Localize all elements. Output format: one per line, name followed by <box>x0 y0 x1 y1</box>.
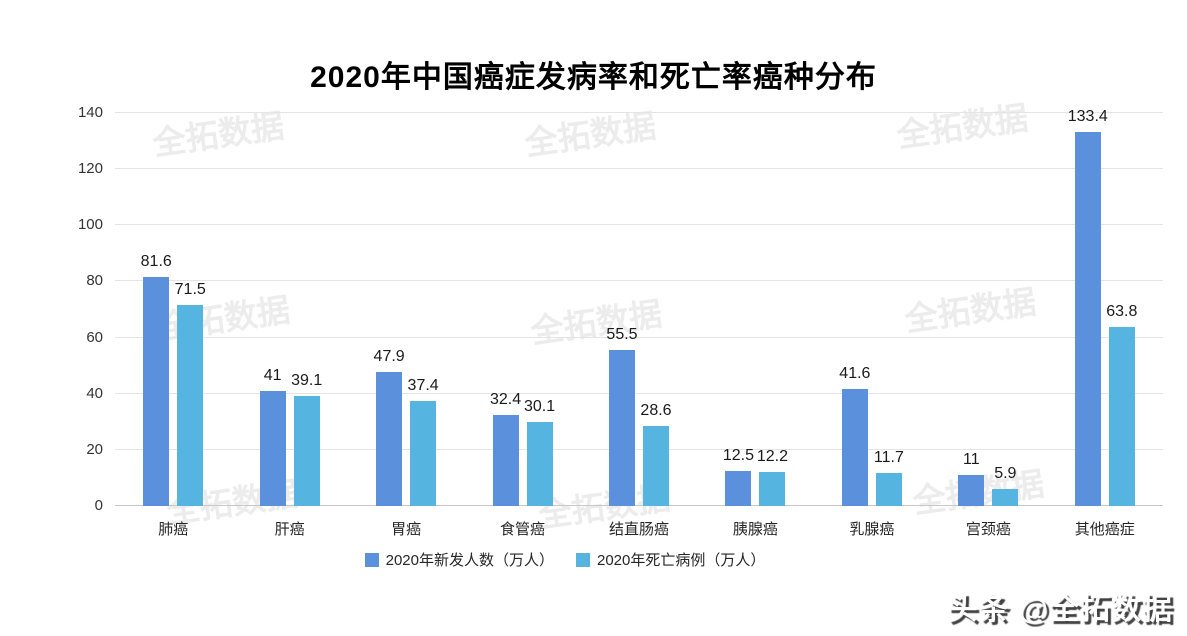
gridline <box>115 112 1163 113</box>
y-tick-label: 100 <box>77 216 103 234</box>
category-label: 食管癌 <box>500 521 546 538</box>
legend-swatch-new-cases <box>364 552 379 567</box>
bar-deaths <box>643 425 669 506</box>
bar-new-cases <box>1074 131 1101 506</box>
legend-swatch-deaths <box>576 552 590 567</box>
gridline <box>115 336 1163 338</box>
bar-new-cases <box>259 390 286 506</box>
legend: 2020年新发人数（万人） 2020年死亡病例（万人） <box>0 549 1130 570</box>
bar-deaths <box>177 305 204 506</box>
bar-new-cases <box>609 350 635 506</box>
bar-deaths <box>875 473 902 506</box>
category-label: 宫颈癌 <box>965 521 1011 538</box>
y-tick-label: 0 <box>94 497 103 514</box>
category-label: 胰腺癌 <box>732 521 778 538</box>
bar-new-cases <box>143 276 170 506</box>
bar-value-label: 41 <box>263 366 282 384</box>
bar-new-cases <box>958 475 985 506</box>
gridline <box>115 224 1163 226</box>
bar-deaths <box>526 421 553 506</box>
y-tick-label: 60 <box>86 328 103 346</box>
legend-label-deaths: 2020年死亡病例（万人） <box>597 552 766 569</box>
category-label: 结直肠癌 <box>608 521 670 538</box>
bar-value-label: 39.1 <box>291 372 323 390</box>
bar-new-cases <box>376 371 403 506</box>
bar-value-label: 11 <box>963 451 980 469</box>
bar-value-label: 55.5 <box>606 326 638 344</box>
chart-title: 2020年中国癌症发病率和死亡率癌种分布 <box>310 61 877 94</box>
y-tick-label: 140 <box>77 104 103 121</box>
bar-new-cases <box>725 470 752 506</box>
bar-deaths <box>1108 326 1135 506</box>
bar-deaths <box>410 401 437 506</box>
bar-new-cases <box>492 415 519 506</box>
bar-value-label: 47.9 <box>373 347 405 365</box>
bar-value-label: 12.2 <box>756 447 789 465</box>
y-tick-label: 120 <box>77 160 103 178</box>
bar-value-label: 63.8 <box>1106 302 1138 320</box>
bar-value-label: 12.5 <box>722 446 755 464</box>
gridline <box>115 280 1163 282</box>
gridline <box>115 448 1163 450</box>
legend-label-new-cases: 2020年新发人数（万人） <box>385 552 554 569</box>
y-tick-label: 80 <box>86 272 103 290</box>
gridline <box>115 168 1163 170</box>
y-axis: 0 20 40 60 80 100 120 140 <box>55 104 103 514</box>
category-label: 胃癌 <box>391 521 422 538</box>
category-label: 肝癌 <box>274 521 305 538</box>
gridline <box>115 505 1163 506</box>
bar-value-label: 11.7 <box>873 449 904 467</box>
category-label: 肺癌 <box>158 521 189 538</box>
plot-area: 81.6 71.5 肺癌 41 39.1 肝癌 47.9 37.4 胃癌 32.4 30.1 食管癌 5… <box>115 108 1163 538</box>
bar-value-label: 81.6 <box>140 252 172 270</box>
category-label: 其他癌症 <box>1074 521 1135 538</box>
bar-value-label: 71.5 <box>174 281 206 299</box>
bar-deaths <box>293 396 320 506</box>
category-label: 乳腺癌 <box>849 521 895 538</box>
bar-deaths <box>992 489 1019 506</box>
bar-value-label: 30.1 <box>523 397 556 415</box>
bar-value-label: 133.4 <box>1067 107 1108 125</box>
y-tick-label: 20 <box>86 440 103 458</box>
gridline <box>115 392 1163 394</box>
bar-new-cases <box>841 389 868 506</box>
bar-value-label: 41.6 <box>839 365 871 383</box>
bar-deaths <box>759 471 786 506</box>
bar-value-label: 32.4 <box>489 391 522 409</box>
legend-item-new-cases: 2020年新发人数（万人） <box>364 549 554 570</box>
branding-watermark: 头条 @全拓数据 <box>947 593 1173 626</box>
y-tick-label: 40 <box>86 384 103 402</box>
legend-item-deaths: 2020年死亡病例（万人） <box>576 549 765 570</box>
bar-value-label: 28.6 <box>640 401 672 419</box>
bar-value-label: 5.9 <box>994 465 1017 483</box>
bar-value-label: 37.4 <box>407 377 439 395</box>
